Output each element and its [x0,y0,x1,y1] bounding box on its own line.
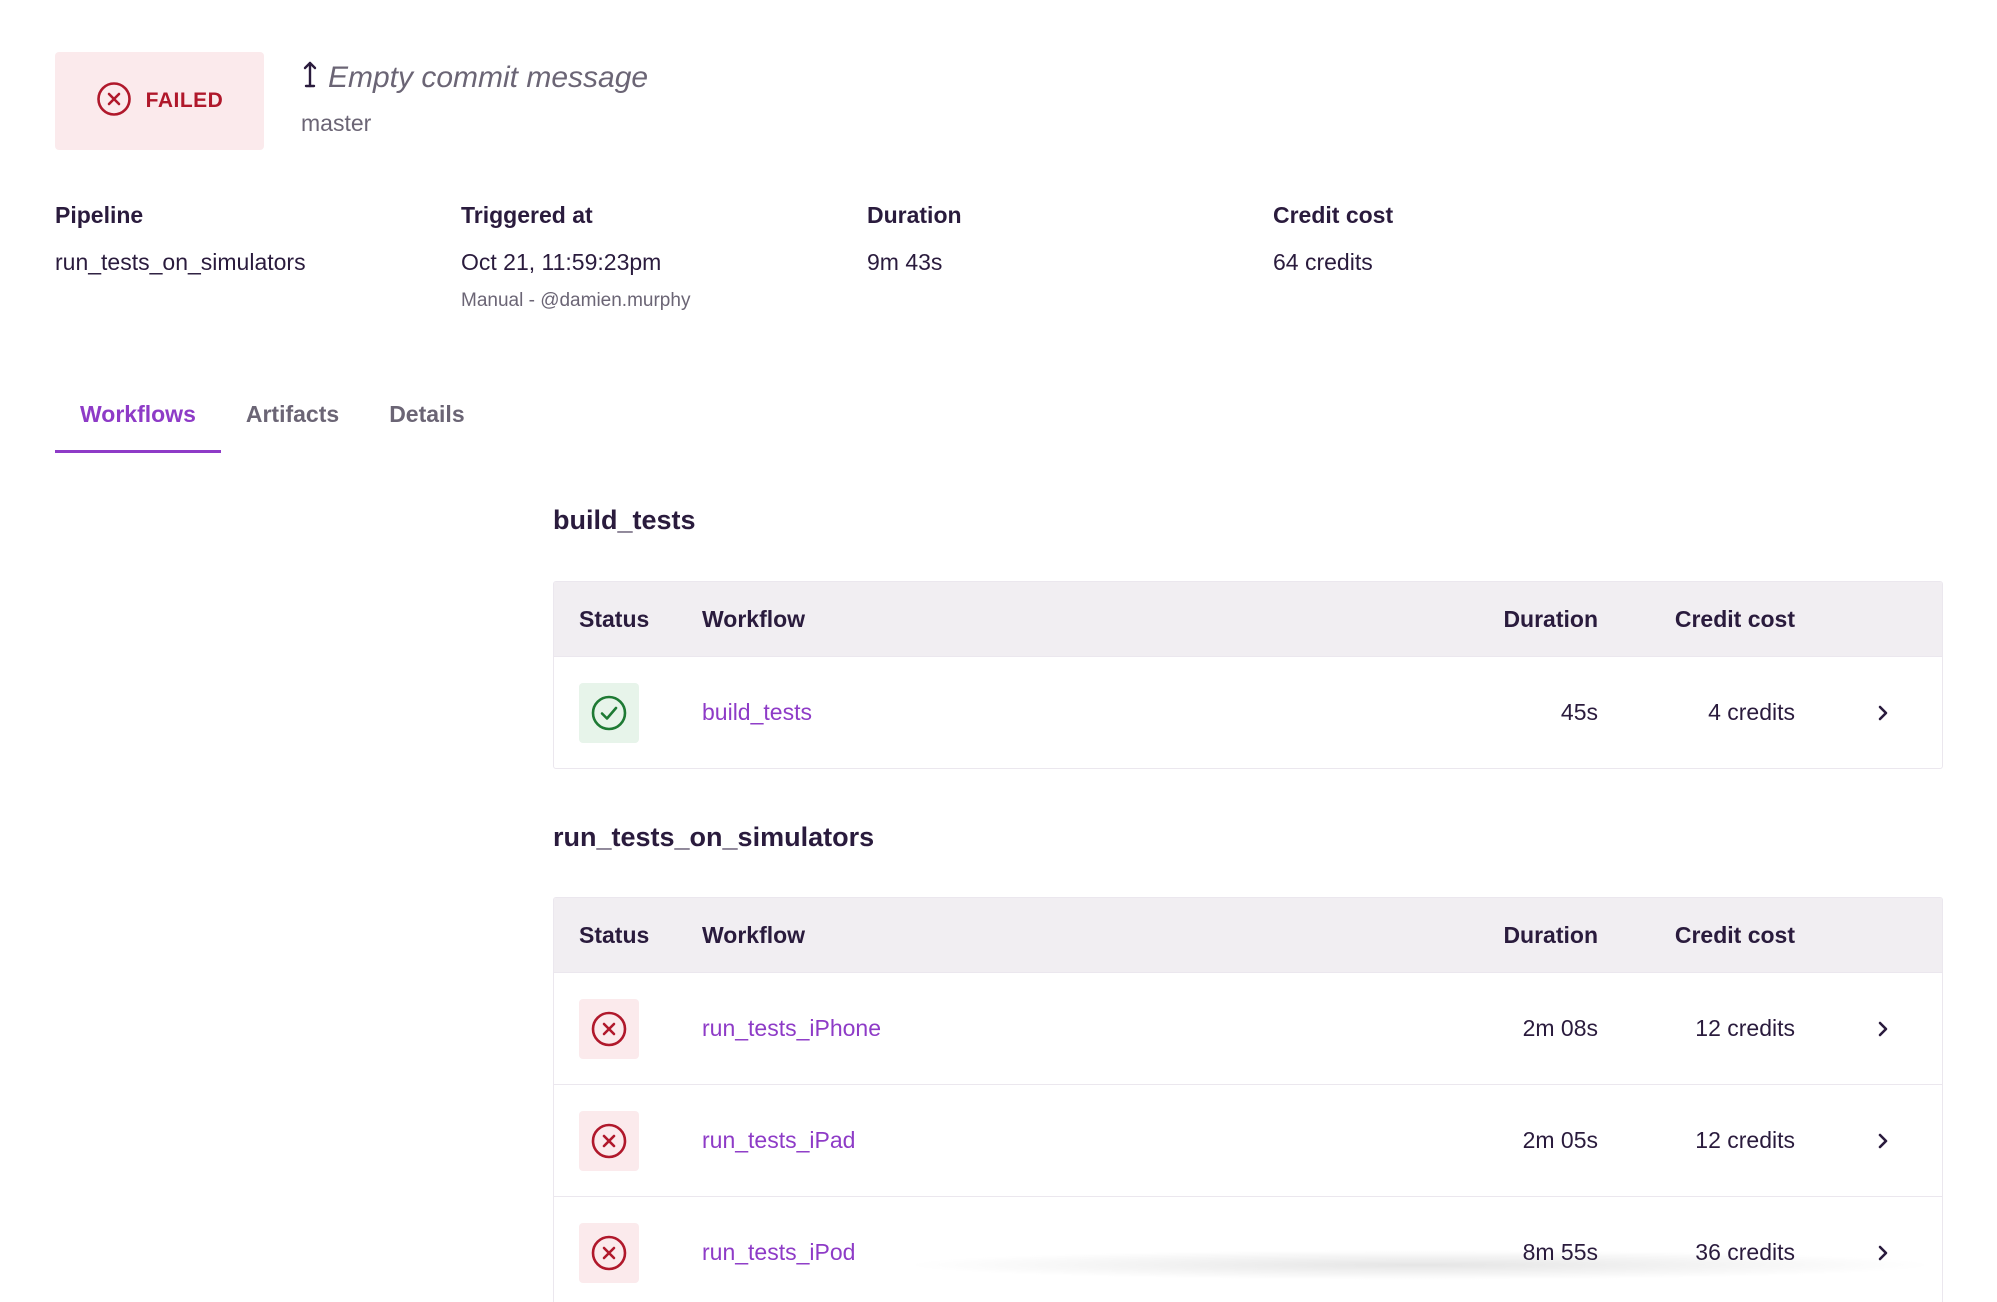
meta-triggered: Triggered at Oct 21, 11:59:23pm Manual -… [461,202,841,312]
meta-pipeline: Pipeline run_tests_on_simulators [55,202,435,276]
workflow-credit: 4 credits [1708,699,1795,725]
header-workflow: Workflow [702,605,806,632]
tab-workflows[interactable]: Workflows [55,390,221,453]
tab-details[interactable]: Details [389,401,465,427]
table-row[interactable]: run_tests_iPhone 2m 08s 12 credits [554,972,1942,1084]
chevron-right-icon[interactable] [1876,703,1890,723]
meta-duration-value: 9m 43s [867,249,943,275]
workflow-link[interactable]: run_tests_iPhone [702,1015,882,1041]
x-circle-icon [591,1123,627,1158]
workflow-table-build-tests: Status Workflow Duration Credit cost bui… [553,581,1943,769]
workflow-table-run-tests-on-simulators: Status Workflow Duration Credit cost run… [553,897,1943,1302]
commit-line: Empty commit message [300,60,648,95]
workflow-duration: 2m 05s [1522,1127,1598,1153]
meta-triggered-by: Manual - @damien.murphy [461,290,691,311]
meta-triggered-value: Oct 21, 11:59:23pm [461,249,662,275]
workflow-credit: 12 credits [1695,1015,1795,1041]
workflow-duration: 45s [1560,699,1598,725]
header-workflow: Workflow [702,921,806,948]
header-credit: Credit cost [1674,605,1795,632]
tab-bar: Workflows Artifacts Details [55,390,490,453]
header-status: Status [579,605,650,632]
workflow-link[interactable]: build_tests [702,699,812,725]
table-row[interactable]: run_tests_iPad 2m 05s 12 credits [554,1084,1942,1196]
meta-triggered-label: Triggered at [461,202,593,228]
workflow-link[interactable]: run_tests_iPad [702,1127,856,1153]
header-duration: Duration [1503,921,1598,948]
workflow-duration: 2m 08s [1522,1015,1598,1041]
failed-status-badge [579,1110,639,1171]
meta-duration: Duration 9m 43s [867,202,1247,276]
build-status-label: FAILED [145,89,224,112]
meta-credit-label: Credit cost [1273,202,1394,228]
x-circle-icon [591,1011,627,1046]
success-status-badge [579,682,639,743]
workflow-credit: 36 credits [1695,1239,1795,1265]
status-cell [579,1222,639,1283]
workflow-link[interactable]: run_tests_iPod [702,1239,856,1265]
status-cell [579,1110,639,1171]
header-duration: Duration [1503,605,1598,632]
tab-artifacts[interactable]: Artifacts [245,401,340,427]
chevron-right-icon[interactable] [1876,1243,1890,1263]
x-circle-icon [591,1235,627,1270]
workflow-credit: 12 credits [1695,1127,1795,1153]
failed-status-badge [579,1222,639,1283]
meta-credit: Credit cost 64 credits [1273,202,1653,276]
commit-message: Empty commit message [328,60,649,94]
meta-credit-value: 64 credits [1273,249,1373,275]
section-title-build-tests: build_tests [553,505,696,535]
table-header: Status Workflow Duration Credit cost [554,898,1942,972]
failed-status-badge [579,998,639,1059]
table-header: Status Workflow Duration Credit cost [554,582,1942,656]
chevron-right-icon[interactable] [1876,1131,1890,1151]
meta-duration-label: Duration [867,202,962,228]
failed-x-circle-icon [96,81,132,122]
branch-name: master [301,110,372,136]
meta-pipeline-value: run_tests_on_simulators [55,249,306,275]
section-title-run-tests-on-simulators: run_tests_on_simulators [553,822,875,852]
workflow-duration: 8m 55s [1522,1239,1598,1265]
arrow-up-down-icon [300,60,320,95]
status-cell [579,682,639,743]
chevron-right-icon[interactable] [1876,1019,1890,1039]
table-row[interactable]: run_tests_iPod 8m 55s 36 credits [554,1196,1942,1302]
header-status: Status [579,921,650,948]
meta-pipeline-label: Pipeline [55,202,144,228]
table-row[interactable]: build_tests 45s 4 credits [554,656,1942,768]
status-cell [579,998,639,1059]
check-circle-icon [591,695,627,730]
build-status-badge: FAILED [55,52,264,150]
header-credit: Credit cost [1674,921,1795,948]
